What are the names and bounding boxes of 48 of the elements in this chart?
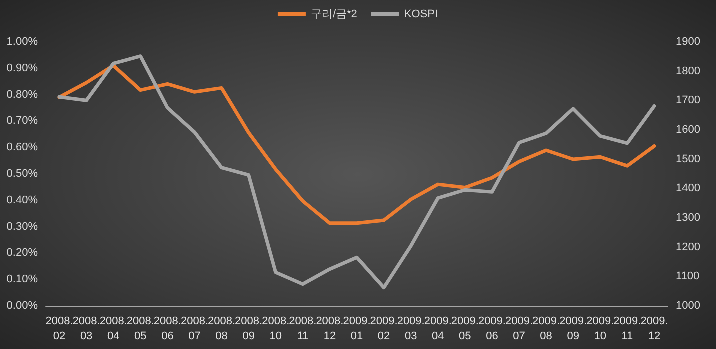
- x-tick-label: 2009.07: [505, 316, 534, 342]
- x-tick-label: 2008.09: [235, 316, 263, 342]
- line-series: [58, 64, 656, 226]
- y2-tick-label: 1300: [676, 212, 700, 224]
- y2-tick-label: 1800: [676, 65, 700, 78]
- legend-label: KOSPI: [404, 8, 438, 20]
- x-tick-label: 2009.05: [451, 316, 479, 342]
- x-tick-label: 2008.02: [46, 316, 74, 342]
- y-tick-label: 0.40%: [6, 194, 38, 206]
- y-tick-label: 0.30%: [6, 220, 38, 233]
- y-tick-label: 0.00%: [6, 300, 38, 312]
- x-tick-label: 2008.04: [100, 316, 128, 342]
- x-tick-label: 2008.03: [72, 316, 100, 342]
- x-tick-label: 2009.06: [478, 316, 506, 342]
- x-tick-label: 2009.09: [560, 316, 588, 342]
- y2-tick-label: 1100: [676, 270, 700, 283]
- y2-tick-label: 1600: [676, 124, 700, 136]
- x-tick-label: 2008.10: [262, 316, 290, 342]
- y-tick-label: 0.50%: [6, 168, 38, 180]
- x-tick-label: 2009.02: [370, 316, 398, 342]
- y-tick-label: 0.70%: [6, 115, 38, 128]
- x-tick-label: 2009.12: [640, 316, 668, 342]
- x-tick-label: 2009.01: [343, 316, 371, 342]
- legend-label: 구리/금*2: [310, 8, 358, 20]
- y2-tick-label: 1400: [676, 182, 700, 195]
- x-tick-label: 2008.07: [180, 316, 209, 342]
- x-tick-label: 2009.11: [614, 316, 642, 342]
- x-tick-label: 2008.08: [208, 316, 236, 342]
- x-tick-label: 2008.06: [154, 316, 182, 342]
- y2-tick-label: 1200: [676, 241, 700, 254]
- y-tick-label: 0.60%: [6, 142, 38, 154]
- x-tick-label: 2009.03: [397, 316, 425, 342]
- y-tick-label: 0.90%: [6, 62, 38, 74]
- line-series: [58, 54, 656, 290]
- x-tick-label: 2008.12: [316, 316, 344, 342]
- y-tick-label: 0.80%: [6, 88, 38, 101]
- x-tick-label: 2009.08: [532, 316, 560, 342]
- x-tick-label: 2008.11: [289, 316, 317, 342]
- x-tick-label: 2009.04: [424, 316, 452, 342]
- y-tick-label: 0.10%: [6, 274, 38, 286]
- x-tick-label: 2009.10: [586, 316, 614, 342]
- y-tick-label: 0.20%: [6, 247, 38, 260]
- y-tick-label: 1.00%: [6, 36, 38, 48]
- y2-tick-label: 1500: [676, 153, 700, 166]
- y2-tick-label: 1900: [676, 36, 700, 48]
- y2-tick-label: 1000: [676, 300, 700, 312]
- y2-tick-label: 1700: [676, 94, 700, 107]
- x-tick-label: 2008.05: [126, 316, 154, 342]
